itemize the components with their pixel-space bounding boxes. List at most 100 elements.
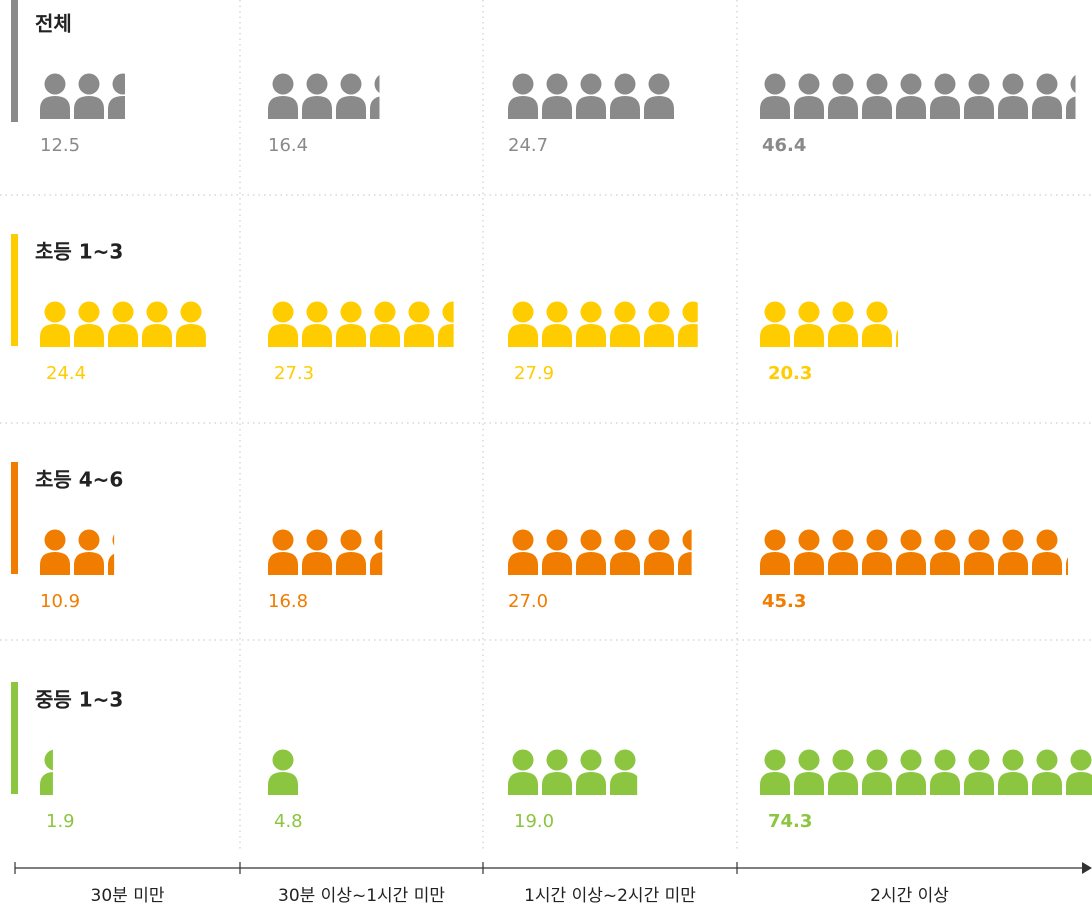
- person-icon: [998, 749, 1028, 795]
- pictogram-icons: [508, 73, 674, 119]
- person-icon: [576, 73, 606, 119]
- person-icon: [610, 529, 640, 575]
- person-icon: [302, 529, 332, 575]
- person-icon: [610, 301, 640, 347]
- person-icon: [896, 749, 926, 795]
- person-icon: [40, 73, 70, 119]
- person-icon: [176, 301, 206, 347]
- person-icon: [760, 529, 790, 575]
- person-icon: [998, 73, 1028, 119]
- person-icon: [678, 529, 692, 575]
- group-label: 중등 1~3: [35, 688, 123, 712]
- person-icon: [828, 73, 858, 119]
- person-icon: [828, 529, 858, 575]
- person-icon: [644, 73, 674, 119]
- person-icon: [678, 301, 698, 347]
- person-icon: [862, 749, 892, 795]
- pictogram-icons: [760, 73, 1076, 119]
- pictogram-icons: [268, 749, 298, 795]
- person-icon: [302, 73, 332, 119]
- person-icon: [794, 301, 824, 347]
- pictogram-icons: [508, 749, 638, 795]
- axis-arrow: [1082, 862, 1092, 874]
- person-icon: [1032, 749, 1062, 795]
- value-label: 20.3: [768, 363, 812, 384]
- person-icon: [74, 73, 104, 119]
- pictogram-icons: [508, 301, 698, 347]
- person-icon: [998, 529, 1028, 575]
- x-category-label: 1시간 이상~2시간 미만: [524, 886, 696, 906]
- person-icon: [74, 529, 104, 575]
- person-icon: [610, 749, 638, 795]
- person-icon: [1032, 529, 1062, 575]
- person-icon: [828, 749, 858, 795]
- person-icon: [40, 749, 53, 795]
- x-category-label: 30분 이상~1시간 미만: [278, 886, 445, 906]
- pictogram-icons: [268, 301, 454, 347]
- person-icon: [336, 301, 366, 347]
- person-icon: [74, 301, 104, 347]
- value-label: 16.4: [268, 135, 308, 156]
- person-icon: [542, 529, 572, 575]
- value-label: 74.3: [768, 811, 812, 832]
- group-label: 전체: [35, 12, 72, 36]
- person-icon: [370, 301, 400, 347]
- person-icon: [508, 529, 538, 575]
- person-icon: [508, 749, 538, 795]
- group-label: 초등 4~6: [35, 468, 123, 492]
- person-icon: [1066, 73, 1076, 119]
- person-icon: [542, 749, 572, 795]
- value-label: 27.0: [508, 591, 548, 612]
- person-icon: [930, 73, 960, 119]
- person-icon: [40, 301, 70, 347]
- group-color-bar: [11, 234, 18, 346]
- person-icon: [370, 73, 380, 119]
- pictogram-icons: [268, 529, 383, 575]
- pictogram-icons: [760, 301, 899, 347]
- person-icon: [438, 301, 454, 347]
- person-icon: [542, 301, 572, 347]
- person-icon: [794, 73, 824, 119]
- group-color-bar: [11, 682, 18, 794]
- x-category-label: 30분 미만: [91, 886, 165, 906]
- value-label: 24.7: [508, 135, 548, 156]
- person-icon: [644, 301, 674, 347]
- value-label: 4.8: [274, 811, 303, 832]
- person-icon: [828, 301, 858, 347]
- pictogram-icons: [760, 749, 1092, 795]
- pictogram-icons: [40, 529, 115, 575]
- person-icon: [930, 529, 960, 575]
- person-icon: [760, 749, 790, 795]
- person-icon: [336, 73, 366, 119]
- person-icon: [302, 301, 332, 347]
- person-icon: [40, 529, 70, 575]
- person-icon: [930, 749, 960, 795]
- person-icon: [576, 301, 606, 347]
- group-label: 초등 1~3: [35, 240, 123, 264]
- person-icon: [108, 529, 115, 575]
- person-icon: [1032, 73, 1062, 119]
- value-label: 45.3: [762, 591, 806, 612]
- person-icon: [108, 301, 138, 347]
- person-icon: [370, 529, 383, 575]
- value-label: 12.5: [40, 135, 80, 156]
- pictogram-icons: [268, 73, 380, 119]
- person-icon: [404, 301, 434, 347]
- x-category-label: 2시간 이상: [870, 886, 949, 906]
- person-icon: [268, 529, 298, 575]
- person-icon: [508, 301, 538, 347]
- person-icon: [964, 73, 994, 119]
- person-icon: [794, 529, 824, 575]
- person-icon: [794, 749, 824, 795]
- person-icon: [1066, 529, 1069, 575]
- value-label: 10.9: [40, 591, 80, 612]
- person-icon: [508, 73, 538, 119]
- group-color-bar: [11, 0, 18, 122]
- person-icon: [1066, 749, 1092, 795]
- person-icon: [964, 749, 994, 795]
- person-icon: [142, 301, 172, 347]
- person-icon: [336, 529, 366, 575]
- person-icon: [896, 301, 899, 347]
- person-icon: [268, 73, 298, 119]
- pictogram-icons: [760, 529, 1069, 575]
